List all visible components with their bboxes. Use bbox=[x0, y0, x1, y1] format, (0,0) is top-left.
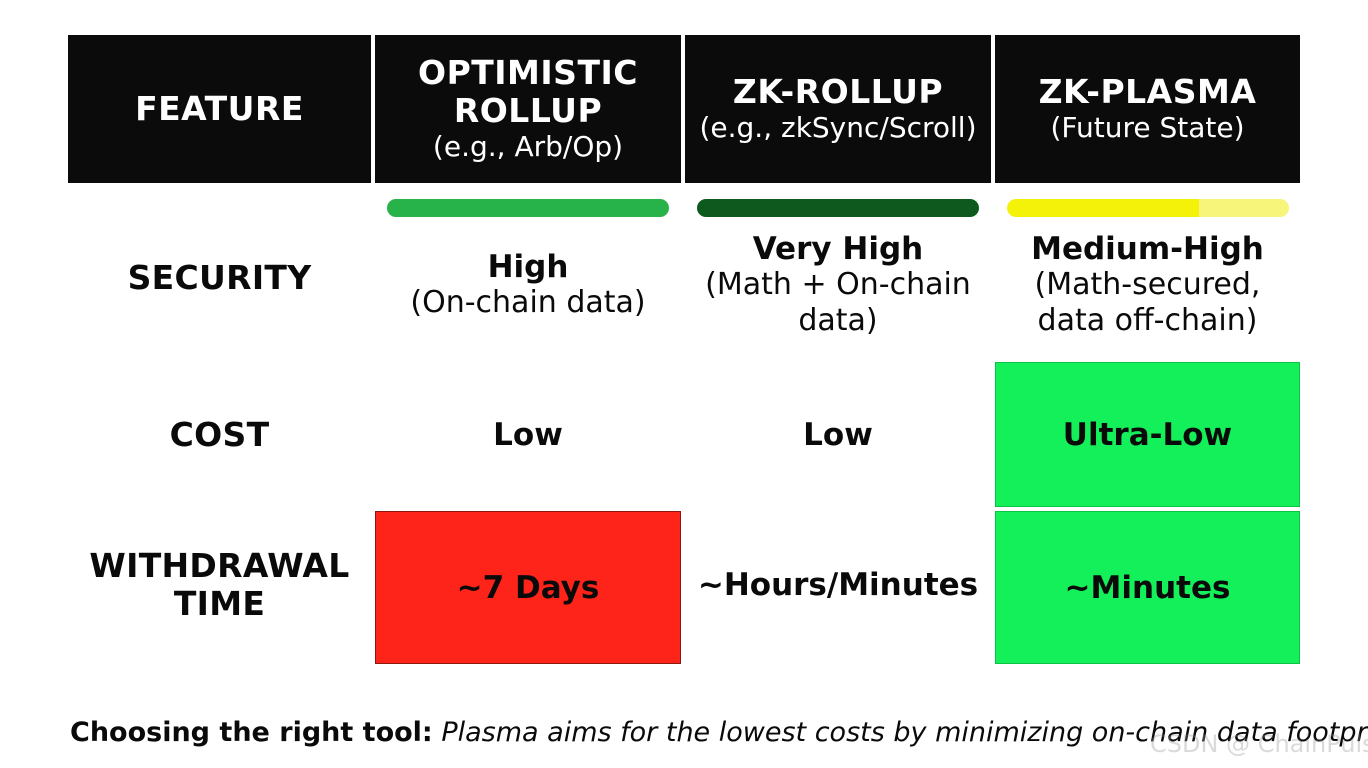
row-label-cost: COST bbox=[68, 405, 371, 465]
security-bar-zk-plasma bbox=[1007, 199, 1289, 217]
header-optimistic-title-line2: ROLLUP bbox=[453, 91, 603, 130]
footer-caption-italic: Plasma aims for the lowest costs by mini… bbox=[441, 717, 1368, 748]
header-zk-plasma: ZK-PLASMA (Future State) bbox=[995, 35, 1300, 183]
security-bar-optimistic bbox=[387, 199, 669, 217]
security-zk-rollup-main: Very High bbox=[752, 231, 924, 267]
cell-security-optimistic: High (On-chain data) bbox=[375, 230, 681, 340]
security-optimistic-main: High bbox=[487, 249, 569, 285]
header-zk-plasma-title: ZK-PLASMA bbox=[1038, 72, 1257, 111]
row-label-security: SECURITY bbox=[68, 225, 371, 330]
footer-caption-bold: Choosing the right tool: bbox=[70, 717, 433, 748]
header-feature-title: FEATURE bbox=[135, 89, 304, 128]
header-feature: FEATURE bbox=[68, 35, 371, 183]
cell-cost-optimistic: Low bbox=[375, 405, 681, 465]
row-label-withdrawal: WITHDRAWAL TIME bbox=[68, 540, 371, 630]
header-zk-plasma-subtitle: (Future State) bbox=[1050, 111, 1245, 144]
row-label-withdrawal-line1: WITHDRAWAL bbox=[89, 546, 350, 585]
cell-withdrawal-zk-rollup: ~Hours/Minutes bbox=[685, 555, 991, 615]
cell-cost-zk-plasma-highlight: Ultra-Low bbox=[995, 362, 1300, 507]
watermark: CSDN @ ChainPulse99 bbox=[1150, 730, 1368, 758]
cell-security-zk-rollup: Very High (Math + On-chain data) bbox=[685, 230, 991, 340]
security-zk-plasma-detail-line1: (Math-secured, bbox=[1034, 267, 1261, 302]
cost-zk-rollup-value: Low bbox=[803, 417, 873, 453]
header-optimistic-title-line1: OPTIMISTIC bbox=[418, 53, 638, 92]
cost-zk-plasma-value: Ultra-Low bbox=[1062, 416, 1233, 453]
security-zk-plasma-main: Medium-High bbox=[1031, 231, 1264, 267]
security-zk-rollup-detail-line2: data) bbox=[798, 303, 878, 338]
header-zk-rollup: ZK-ROLLUP (e.g., zkSync/Scroll) bbox=[685, 35, 991, 183]
cell-cost-zk-rollup: Low bbox=[685, 405, 991, 465]
withdrawal-zk-rollup-value: ~Hours/Minutes bbox=[697, 567, 979, 603]
row-label-security-text: SECURITY bbox=[127, 257, 312, 297]
header-zk-rollup-title: ZK-ROLLUP bbox=[732, 72, 944, 111]
cell-withdrawal-optimistic-highlight: ~7 Days bbox=[375, 511, 681, 664]
security-zk-plasma-detail-line2: data off-chain) bbox=[1037, 303, 1258, 338]
cost-optimistic-value: Low bbox=[493, 417, 563, 453]
security-optimistic-detail: (On-chain data) bbox=[410, 285, 646, 320]
security-zk-rollup-detail-line1: (Math + On-chain bbox=[705, 267, 971, 302]
cell-security-zk-plasma: Medium-High (Math-secured, data off-chai… bbox=[995, 230, 1300, 340]
cell-withdrawal-zk-plasma-highlight: ~Minutes bbox=[995, 511, 1300, 664]
withdrawal-zk-plasma-value: ~Minutes bbox=[1064, 569, 1231, 606]
header-optimistic-rollup: OPTIMISTIC ROLLUP (e.g., Arb/Op) bbox=[375, 35, 681, 183]
row-label-withdrawal-line2: TIME bbox=[173, 584, 266, 623]
withdrawal-optimistic-value: ~7 Days bbox=[456, 569, 600, 606]
header-optimistic-subtitle: (e.g., Arb/Op) bbox=[432, 130, 624, 163]
footer-caption: Choosing the right tool: Plasma aims for… bbox=[70, 716, 1368, 750]
header-zk-rollup-subtitle: (e.g., zkSync/Scroll) bbox=[699, 111, 977, 144]
row-label-cost-text: COST bbox=[169, 415, 270, 454]
security-bar-zk-rollup bbox=[697, 199, 979, 217]
